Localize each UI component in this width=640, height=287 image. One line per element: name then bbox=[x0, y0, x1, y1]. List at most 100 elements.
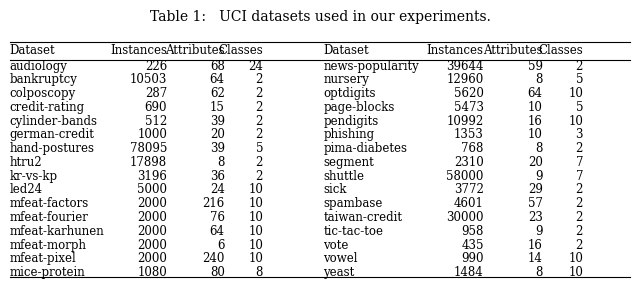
Text: Attributes: Attributes bbox=[483, 44, 543, 57]
Text: 20: 20 bbox=[210, 128, 225, 141]
Text: 2000: 2000 bbox=[137, 225, 167, 238]
Text: Dataset: Dataset bbox=[323, 44, 369, 57]
Text: 39644: 39644 bbox=[446, 59, 484, 73]
Text: 1484: 1484 bbox=[454, 266, 484, 279]
Text: 2000: 2000 bbox=[137, 211, 167, 224]
Text: 6: 6 bbox=[217, 238, 225, 252]
Text: 690: 690 bbox=[145, 101, 167, 114]
Text: 958: 958 bbox=[461, 225, 484, 238]
Text: 5: 5 bbox=[255, 142, 263, 155]
Text: pima-diabetes: pima-diabetes bbox=[323, 142, 407, 155]
Text: 59: 59 bbox=[528, 59, 543, 73]
Text: 2000: 2000 bbox=[137, 252, 167, 265]
Text: 1080: 1080 bbox=[138, 266, 167, 279]
Text: vowel: vowel bbox=[323, 252, 358, 265]
Text: sick: sick bbox=[323, 183, 347, 197]
Text: mfeat-factors: mfeat-factors bbox=[10, 197, 89, 210]
Text: 2: 2 bbox=[575, 211, 583, 224]
Text: 16: 16 bbox=[528, 115, 543, 128]
Text: vote: vote bbox=[323, 238, 349, 252]
Text: 768: 768 bbox=[461, 142, 484, 155]
Text: 435: 435 bbox=[461, 238, 484, 252]
Text: 30000: 30000 bbox=[446, 211, 484, 224]
Text: 12960: 12960 bbox=[447, 73, 484, 86]
Text: 24: 24 bbox=[248, 59, 263, 73]
Text: 10992: 10992 bbox=[447, 115, 484, 128]
Text: 2: 2 bbox=[255, 156, 263, 169]
Text: 226: 226 bbox=[145, 59, 167, 73]
Text: Dataset: Dataset bbox=[10, 44, 55, 57]
Text: segment: segment bbox=[323, 156, 374, 169]
Text: 64: 64 bbox=[210, 73, 225, 86]
Text: 4601: 4601 bbox=[454, 197, 484, 210]
Text: 58000: 58000 bbox=[447, 170, 484, 183]
Text: 3196: 3196 bbox=[137, 170, 167, 183]
Text: 2000: 2000 bbox=[137, 238, 167, 252]
Text: 57: 57 bbox=[528, 197, 543, 210]
Text: 8: 8 bbox=[535, 73, 543, 86]
Text: 7: 7 bbox=[575, 156, 583, 169]
Text: audiology: audiology bbox=[10, 59, 67, 73]
Text: 39: 39 bbox=[210, 142, 225, 155]
Text: 1000: 1000 bbox=[137, 128, 167, 141]
Text: credit-rating: credit-rating bbox=[10, 101, 84, 114]
Text: 2: 2 bbox=[255, 128, 263, 141]
Text: 5473: 5473 bbox=[454, 101, 484, 114]
Text: 1353: 1353 bbox=[454, 128, 484, 141]
Text: 10: 10 bbox=[528, 128, 543, 141]
Text: 17898: 17898 bbox=[130, 156, 167, 169]
Text: 10: 10 bbox=[528, 101, 543, 114]
Text: 8: 8 bbox=[535, 142, 543, 155]
Text: mfeat-pixel: mfeat-pixel bbox=[10, 252, 76, 265]
Text: 287: 287 bbox=[145, 87, 167, 100]
Text: htru2: htru2 bbox=[10, 156, 42, 169]
Text: 10: 10 bbox=[248, 225, 263, 238]
Text: 990: 990 bbox=[461, 252, 484, 265]
Text: 2: 2 bbox=[255, 87, 263, 100]
Text: yeast: yeast bbox=[323, 266, 355, 279]
Text: 240: 240 bbox=[202, 252, 225, 265]
Text: 62: 62 bbox=[210, 87, 225, 100]
Text: 2: 2 bbox=[255, 170, 263, 183]
Text: 8: 8 bbox=[535, 266, 543, 279]
Text: spambase: spambase bbox=[323, 197, 383, 210]
Text: 80: 80 bbox=[210, 266, 225, 279]
Text: 8: 8 bbox=[217, 156, 225, 169]
Text: 10: 10 bbox=[248, 183, 263, 197]
Text: tic-tac-toe: tic-tac-toe bbox=[323, 225, 383, 238]
Text: phishing: phishing bbox=[323, 128, 374, 141]
Text: 2000: 2000 bbox=[137, 197, 167, 210]
Text: nursery: nursery bbox=[323, 73, 369, 86]
Text: german-credit: german-credit bbox=[10, 128, 95, 141]
Text: mfeat-morph: mfeat-morph bbox=[10, 238, 86, 252]
Text: 29: 29 bbox=[528, 183, 543, 197]
Text: 68: 68 bbox=[210, 59, 225, 73]
Text: 15: 15 bbox=[210, 101, 225, 114]
Text: Classes: Classes bbox=[218, 44, 263, 57]
Text: 2: 2 bbox=[575, 142, 583, 155]
Text: led24: led24 bbox=[10, 183, 43, 197]
Text: 2310: 2310 bbox=[454, 156, 484, 169]
Text: 76: 76 bbox=[210, 211, 225, 224]
Text: 2: 2 bbox=[575, 225, 583, 238]
Text: mice-protein: mice-protein bbox=[10, 266, 85, 279]
Text: 7: 7 bbox=[575, 170, 583, 183]
Text: page-blocks: page-blocks bbox=[323, 101, 395, 114]
Text: 2: 2 bbox=[255, 101, 263, 114]
Text: 2: 2 bbox=[255, 115, 263, 128]
Text: news-popularity: news-popularity bbox=[323, 59, 419, 73]
Text: 10: 10 bbox=[248, 238, 263, 252]
Text: 78095: 78095 bbox=[130, 142, 167, 155]
Text: Classes: Classes bbox=[538, 44, 583, 57]
Text: cylinder-bands: cylinder-bands bbox=[10, 115, 97, 128]
Text: 5: 5 bbox=[575, 73, 583, 86]
Text: 10: 10 bbox=[248, 211, 263, 224]
Text: 10: 10 bbox=[568, 252, 583, 265]
Text: 14: 14 bbox=[528, 252, 543, 265]
Text: kr-vs-kp: kr-vs-kp bbox=[10, 170, 58, 183]
Text: 3: 3 bbox=[575, 128, 583, 141]
Text: 10: 10 bbox=[568, 266, 583, 279]
Text: 20: 20 bbox=[528, 156, 543, 169]
Text: 10: 10 bbox=[568, 87, 583, 100]
Text: 8: 8 bbox=[255, 266, 263, 279]
